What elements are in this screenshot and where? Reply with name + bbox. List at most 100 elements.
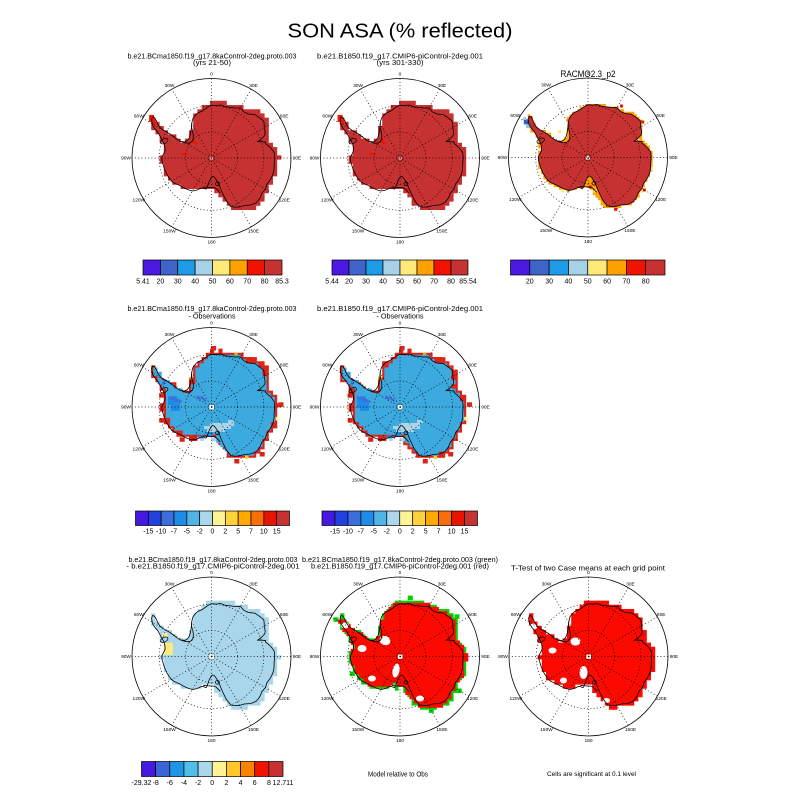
svg-text:120W: 120W <box>321 198 334 204</box>
svg-text:30: 30 <box>362 279 370 286</box>
svg-text:90W: 90W <box>310 654 320 660</box>
svg-text:150W: 150W <box>540 228 553 234</box>
svg-text:60E: 60E <box>280 612 289 618</box>
svg-text:-5: -5 <box>184 529 190 536</box>
svg-text:-7: -7 <box>171 529 177 536</box>
svg-text:b.e21.BCma1850.f19_g17.8kaCont: b.e21.BCma1850.f19_g17.8kaControl-2deg.p… <box>302 557 498 564</box>
svg-text:b.e21.BCma1850.f19_g17.8kaCont: b.e21.BCma1850.f19_g17.8kaControl-2deg.p… <box>129 557 298 564</box>
svg-text:90E: 90E <box>670 654 679 660</box>
svg-text:30W: 30W <box>541 83 551 89</box>
svg-text:90W: 90W <box>121 405 131 411</box>
svg-text:150E: 150E <box>436 477 447 483</box>
svg-text:0: 0 <box>210 321 213 327</box>
svg-text:60W: 60W <box>134 612 144 618</box>
svg-text:0: 0 <box>398 529 402 536</box>
svg-text:10: 10 <box>448 529 456 536</box>
svg-text:80: 80 <box>447 279 455 286</box>
svg-text:120W: 120W <box>510 696 523 702</box>
svg-text:180: 180 <box>396 489 404 495</box>
svg-text:5.41: 5.41 <box>136 279 150 286</box>
svg-text:30E: 30E <box>438 83 447 89</box>
svg-text:90E: 90E <box>481 654 490 660</box>
svg-text:120E: 120E <box>655 197 666 203</box>
svg-text:8: 8 <box>267 780 271 787</box>
svg-text:120W: 120W <box>133 696 146 702</box>
svg-text:90W: 90W <box>121 654 131 660</box>
svg-text:150E: 150E <box>625 727 636 733</box>
svg-text:7: 7 <box>437 529 441 536</box>
svg-text:4: 4 <box>239 780 243 787</box>
svg-text:120W: 120W <box>509 197 522 203</box>
svg-text:20: 20 <box>157 279 165 286</box>
svg-text:90E: 90E <box>481 156 490 162</box>
svg-text:30E: 30E <box>249 83 258 89</box>
svg-text:60W: 60W <box>322 114 332 120</box>
svg-text:120W: 120W <box>133 447 146 453</box>
svg-text:120W: 120W <box>321 447 334 453</box>
svg-text:90E: 90E <box>293 156 302 162</box>
svg-text:Model relative to Obs: Model relative to Obs <box>368 772 428 779</box>
svg-text:-2: -2 <box>195 780 201 787</box>
svg-text:0: 0 <box>587 71 590 77</box>
svg-text:T-Test of two Case means at ea: T-Test of two Case means at each grid po… <box>511 566 665 573</box>
svg-text:80: 80 <box>642 279 650 286</box>
svg-text:40: 40 <box>565 279 573 286</box>
svg-text:30W: 30W <box>165 332 175 338</box>
svg-text:60E: 60E <box>468 612 477 618</box>
svg-text:120E: 120E <box>656 696 667 702</box>
svg-text:180: 180 <box>207 738 215 744</box>
svg-text:30E: 30E <box>438 332 447 338</box>
svg-text:-15: -15 <box>143 529 153 536</box>
svg-text:30W: 30W <box>542 582 552 588</box>
svg-text:-4: -4 <box>181 780 187 787</box>
svg-text:90W: 90W <box>310 405 320 411</box>
svg-text:60W: 60W <box>322 612 332 618</box>
svg-text:30: 30 <box>545 279 553 286</box>
svg-text:150E: 150E <box>624 228 635 234</box>
svg-text:90E: 90E <box>293 405 302 411</box>
svg-text:b.e21.BCma1850.f19_g17.8kaCont: b.e21.BCma1850.f19_g17.8kaControl-2deg.p… <box>128 306 297 313</box>
svg-text:RACMO2.3_p2: RACMO2.3_p2 <box>561 69 616 79</box>
svg-text:2: 2 <box>224 780 228 787</box>
svg-text:2: 2 <box>223 529 227 536</box>
svg-text:30: 30 <box>174 279 182 286</box>
svg-text:70: 70 <box>623 279 631 286</box>
svg-text:0: 0 <box>399 570 402 576</box>
svg-text:180: 180 <box>207 240 215 246</box>
svg-text:2: 2 <box>411 529 415 536</box>
svg-text:60: 60 <box>603 279 611 286</box>
svg-text:0: 0 <box>587 570 590 576</box>
svg-text:60E: 60E <box>656 113 665 119</box>
svg-text:-2: -2 <box>384 529 390 536</box>
svg-text:120E: 120E <box>279 696 290 702</box>
svg-text:85.3: 85.3 <box>275 279 289 286</box>
svg-text:60W: 60W <box>510 113 520 119</box>
svg-text:30E: 30E <box>438 582 447 588</box>
svg-text:90W: 90W <box>310 156 320 162</box>
svg-text:30W: 30W <box>165 83 175 89</box>
svg-text:30E: 30E <box>249 582 258 588</box>
svg-text:150E: 150E <box>248 228 259 234</box>
svg-text:60W: 60W <box>511 612 521 618</box>
svg-text:90E: 90E <box>481 405 490 411</box>
svg-text:12.711: 12.711 <box>273 780 294 787</box>
svg-text:30W: 30W <box>353 83 363 89</box>
svg-text:60: 60 <box>413 279 421 286</box>
svg-text:5: 5 <box>236 529 240 536</box>
svg-text:50: 50 <box>396 279 404 286</box>
svg-text:180: 180 <box>207 489 215 495</box>
svg-text:-10: -10 <box>343 529 353 536</box>
svg-text:150E: 150E <box>436 228 447 234</box>
svg-text:90W: 90W <box>498 155 508 161</box>
svg-text:5.44: 5.44 <box>325 279 339 286</box>
svg-text:60W: 60W <box>134 114 144 120</box>
svg-text:20: 20 <box>345 279 353 286</box>
svg-text:60W: 60W <box>134 363 144 369</box>
svg-text:0: 0 <box>210 72 213 78</box>
svg-text:30E: 30E <box>249 332 258 338</box>
svg-text:-15: -15 <box>330 529 340 536</box>
svg-text:SON ASA (% reflected): SON ASA (% reflected) <box>288 20 513 43</box>
svg-text:0: 0 <box>399 72 402 78</box>
svg-text:60W: 60W <box>322 363 332 369</box>
svg-text:-10: -10 <box>156 529 166 536</box>
